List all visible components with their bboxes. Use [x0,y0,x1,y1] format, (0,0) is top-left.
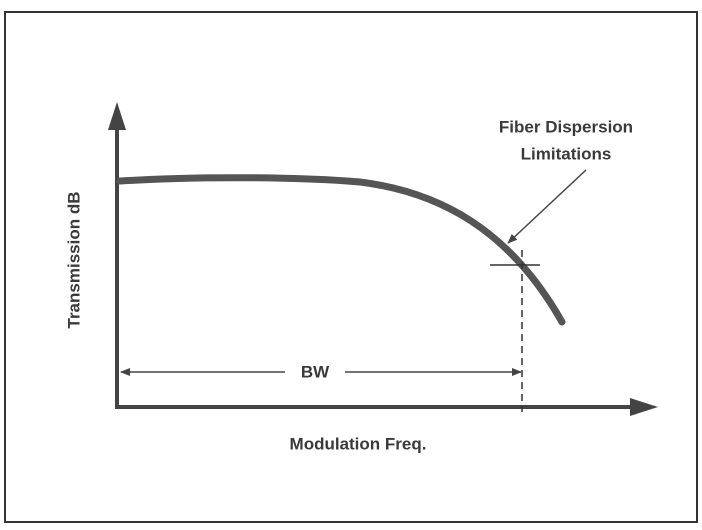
y-axis-label: Transmission dB [64,192,83,329]
annotation-line: Fiber Dispersion [499,117,633,136]
bw-label: BW [301,362,330,381]
y-axis-arrow [108,102,126,130]
annotation-leader [507,169,587,244]
transmission-curve [116,174,566,326]
annotation-line: Limitations [521,144,612,163]
frame [4,11,698,523]
x-axis-label: Modulation Freq. [290,434,427,453]
x-axis-arrow [630,398,658,416]
